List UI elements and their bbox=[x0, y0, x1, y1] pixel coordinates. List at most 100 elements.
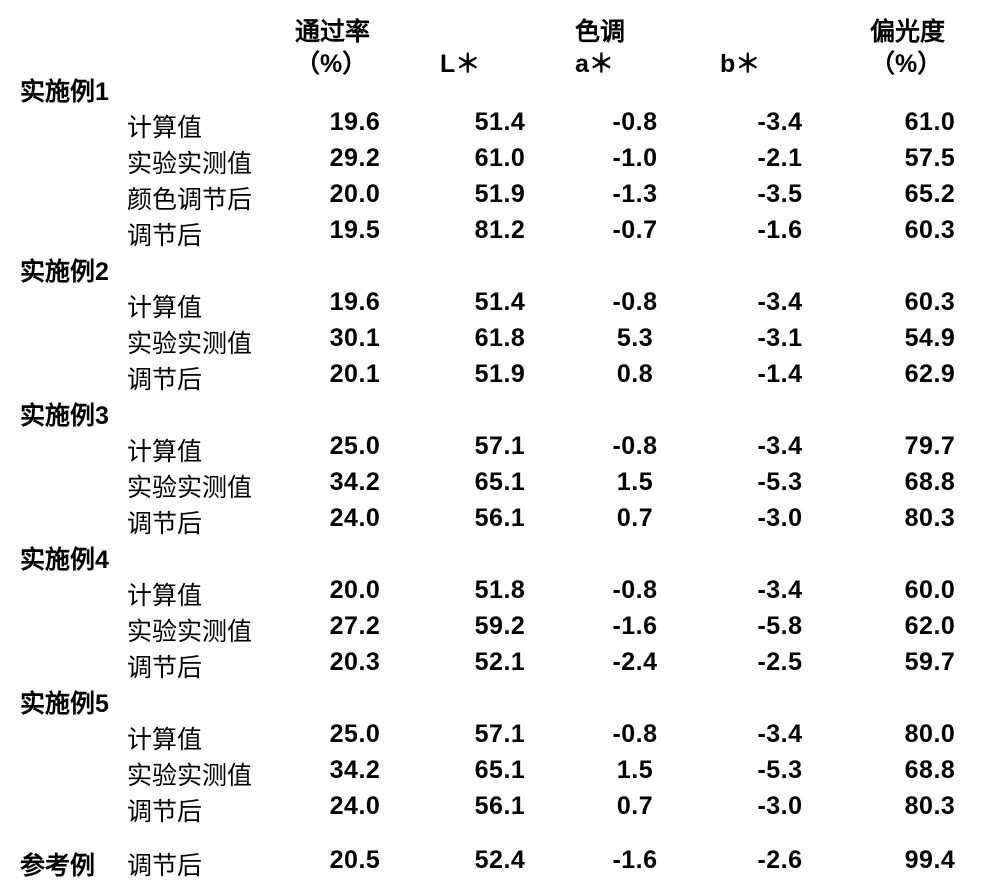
cell-value: -2.5 bbox=[720, 648, 840, 677]
cell-value: -3.5 bbox=[720, 180, 840, 209]
row-label: 计算值 bbox=[127, 108, 307, 144]
cell-value: 20.1 bbox=[295, 360, 415, 389]
cell-value: 61.8 bbox=[440, 324, 560, 353]
cell-value: -2.4 bbox=[575, 648, 695, 677]
cell-value: -3.4 bbox=[720, 720, 840, 749]
row-label: 调节后 bbox=[127, 216, 307, 252]
cell-value: -1.6 bbox=[720, 216, 840, 245]
group-label: 实施例3 bbox=[20, 396, 130, 432]
data-table: 通过率 色调 偏光度 （%） L＊ a＊ b＊ （%） 实施例1计算值19.65… bbox=[0, 0, 1000, 889]
group-label: 实施例5 bbox=[20, 684, 130, 720]
cell-value: 30.1 bbox=[295, 324, 415, 353]
cell-value: -1.6 bbox=[575, 612, 695, 641]
cell-value: 56.1 bbox=[440, 504, 560, 533]
cell-value: 25.0 bbox=[295, 432, 415, 461]
cell-value: 80.3 bbox=[870, 504, 990, 533]
cell-value: 80.0 bbox=[870, 720, 990, 749]
cell-value: 61.0 bbox=[870, 108, 990, 137]
cell-value: -2.6 bbox=[720, 846, 840, 875]
cell-value: -1.4 bbox=[720, 360, 840, 389]
cell-value: 20.3 bbox=[295, 648, 415, 677]
cell-value: -1.6 bbox=[575, 846, 695, 875]
row-label: 计算值 bbox=[127, 720, 307, 756]
row-label: 计算值 bbox=[127, 576, 307, 612]
cell-value: 57.1 bbox=[440, 720, 560, 749]
cell-value: 57.5 bbox=[870, 144, 990, 173]
cell-value: -1.0 bbox=[575, 144, 695, 173]
cell-value: 20.0 bbox=[295, 576, 415, 605]
cell-value: 1.5 bbox=[575, 756, 695, 785]
cell-value: 5.3 bbox=[575, 324, 695, 353]
row-label: 颜色调节后 bbox=[127, 180, 307, 216]
row-label: 实验实测值 bbox=[127, 468, 307, 504]
header-col4-line2: b＊ bbox=[720, 44, 760, 80]
cell-value: 51.9 bbox=[440, 180, 560, 209]
cell-value: 54.9 bbox=[870, 324, 990, 353]
cell-value: 24.0 bbox=[295, 792, 415, 821]
row-label: 调节后 bbox=[127, 792, 307, 828]
cell-value: -3.4 bbox=[720, 288, 840, 317]
row-label: 实验实测值 bbox=[127, 144, 307, 180]
cell-value: -0.8 bbox=[575, 432, 695, 461]
cell-value: 51.9 bbox=[440, 360, 560, 389]
cell-value: 19.6 bbox=[295, 288, 415, 317]
cell-value: 29.2 bbox=[295, 144, 415, 173]
cell-value: 19.5 bbox=[295, 216, 415, 245]
cell-value: 52.1 bbox=[440, 648, 560, 677]
cell-value: 0.7 bbox=[575, 792, 695, 821]
cell-value: 60.3 bbox=[870, 288, 990, 317]
cell-value: 68.8 bbox=[870, 756, 990, 785]
cell-value: 27.2 bbox=[295, 612, 415, 641]
cell-value: 99.4 bbox=[870, 846, 990, 875]
group-label: 实施例2 bbox=[20, 252, 130, 288]
cell-value: 51.4 bbox=[440, 108, 560, 137]
cell-value: -3.0 bbox=[720, 504, 840, 533]
cell-value: -0.8 bbox=[575, 576, 695, 605]
cell-value: -0.8 bbox=[575, 720, 695, 749]
cell-value: -0.8 bbox=[575, 288, 695, 317]
cell-value: 0.8 bbox=[575, 360, 695, 389]
cell-value: 62.0 bbox=[870, 612, 990, 641]
header-col1-line2: （%） bbox=[295, 44, 367, 80]
cell-value: 52.4 bbox=[440, 846, 560, 875]
header-col3-line2: a＊ bbox=[575, 44, 614, 80]
cell-value: -3.4 bbox=[720, 576, 840, 605]
cell-value: -3.1 bbox=[720, 324, 840, 353]
cell-value: -2.1 bbox=[720, 144, 840, 173]
cell-value: 61.0 bbox=[440, 144, 560, 173]
cell-value: 62.9 bbox=[870, 360, 990, 389]
cell-value: 65.1 bbox=[440, 468, 560, 497]
cell-value: 1.5 bbox=[575, 468, 695, 497]
row-label: 计算值 bbox=[127, 288, 307, 324]
cell-value: 80.3 bbox=[870, 792, 990, 821]
cell-value: 79.7 bbox=[870, 432, 990, 461]
cell-value: 59.2 bbox=[440, 612, 560, 641]
group-label: 实施例4 bbox=[20, 540, 130, 576]
cell-value: 24.0 bbox=[295, 504, 415, 533]
cell-value: -3.4 bbox=[720, 432, 840, 461]
row-label: 调节后 bbox=[127, 648, 307, 684]
cell-value: -3.4 bbox=[720, 108, 840, 137]
cell-value: -5.8 bbox=[720, 612, 840, 641]
cell-value: 57.1 bbox=[440, 432, 560, 461]
header-col5-line1: 偏光度 bbox=[870, 12, 945, 48]
cell-value: 25.0 bbox=[295, 720, 415, 749]
row-label: 实验实测值 bbox=[127, 324, 307, 360]
header-col2-line2: L＊ bbox=[440, 44, 480, 80]
cell-value: 65.1 bbox=[440, 756, 560, 785]
cell-value: -5.3 bbox=[720, 756, 840, 785]
cell-value: 59.7 bbox=[870, 648, 990, 677]
cell-value: -1.3 bbox=[575, 180, 695, 209]
group-label: 参考例 bbox=[20, 846, 130, 882]
row-label: 调节后 bbox=[127, 504, 307, 540]
row-label: 实验实测值 bbox=[127, 756, 307, 792]
cell-value: 51.8 bbox=[440, 576, 560, 605]
row-label: 实验实测值 bbox=[127, 612, 307, 648]
cell-value: 60.3 bbox=[870, 216, 990, 245]
group-label: 实施例1 bbox=[20, 72, 130, 108]
cell-value: -0.8 bbox=[575, 108, 695, 137]
cell-value: 19.6 bbox=[295, 108, 415, 137]
row-label: 调节后 bbox=[127, 360, 307, 396]
row-label: 计算值 bbox=[127, 432, 307, 468]
cell-value: 34.2 bbox=[295, 756, 415, 785]
